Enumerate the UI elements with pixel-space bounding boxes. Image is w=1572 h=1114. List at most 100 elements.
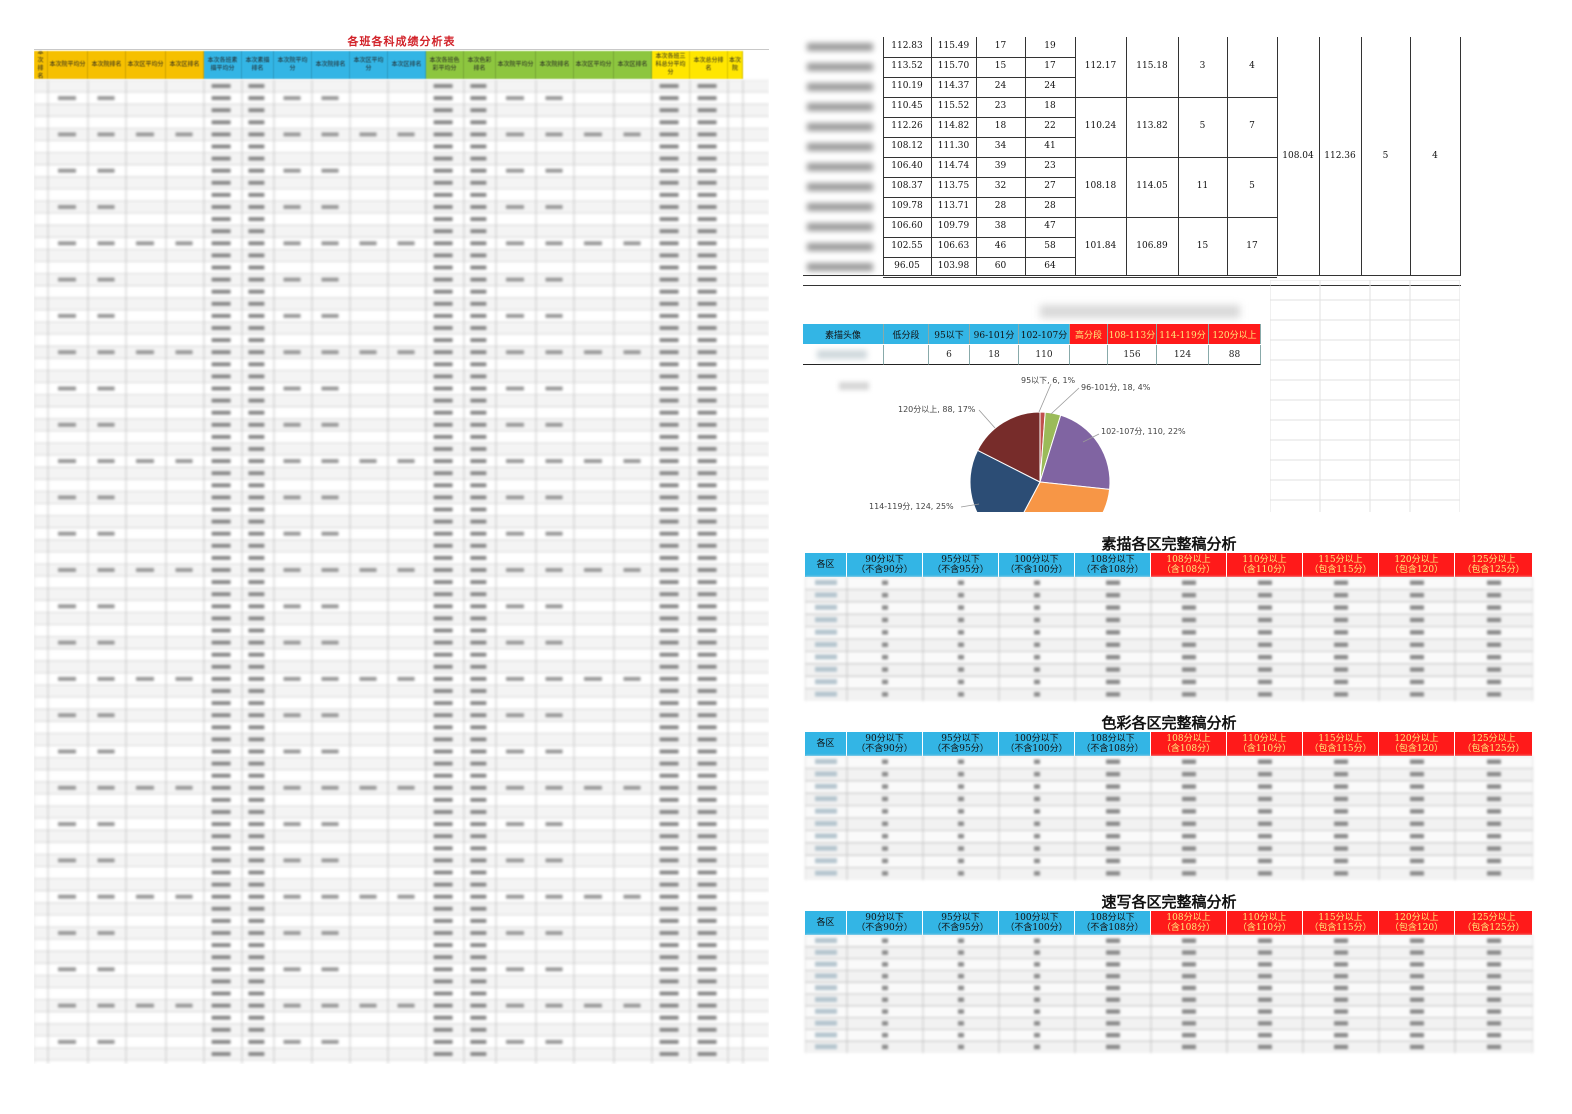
avg-cell: 108.12: [891, 141, 923, 151]
avg-cell: 113.52: [891, 61, 923, 71]
distribution-header: 素描头像: [803, 324, 884, 344]
sheet-column-header: 本次区平均分: [350, 51, 388, 79]
avg-cell: 32: [994, 181, 1007, 191]
distribution-value: 6: [929, 345, 970, 365]
distribution-value: [884, 345, 929, 365]
header-line-2: （不含90分）: [856, 923, 913, 933]
avg-cell: 64: [1044, 261, 1056, 271]
avg-cell: 110.19: [891, 81, 923, 91]
sheet-column-header: 本次区排名: [166, 51, 204, 79]
avg-cell: 109.79: [937, 221, 970, 231]
analysis-column-header: 100分以下 （不含100分）: [999, 911, 1075, 935]
header-line-1: 90分以下: [865, 913, 904, 923]
header-line-1: 115分以上: [1318, 913, 1363, 923]
grid-line: [883, 37, 884, 275]
header-line-2: （不含90分）: [856, 565, 913, 575]
grid-line: [883, 217, 1075, 218]
sheet-column-header: 本次各班素描平均分: [204, 51, 242, 79]
header-line-1: 125分以上: [1471, 555, 1516, 565]
analysis-column-header: 110分以上 （含110分）: [1227, 911, 1303, 935]
analysis-column-header: 110分以上 （含110分）: [1227, 553, 1303, 577]
analysis-column-header: 108分以上 （含108分）: [1151, 732, 1227, 756]
grid-line: [1075, 97, 1277, 98]
grid-line: [883, 137, 1075, 138]
header-line-2: （含110分）: [1237, 744, 1292, 754]
grid-line: [803, 275, 1461, 276]
score-distribution-pie-chart: 95以下, 6, 1% 96-101分, 18, 4% 102-107分, 11…: [803, 370, 1273, 512]
grid-line: [1178, 37, 1179, 275]
sheet-column-header: 本次排名: [34, 51, 48, 79]
distribution-value: 110: [1019, 345, 1070, 365]
distribution-header: 高分段: [1070, 324, 1108, 344]
header-line-1: 各区: [816, 918, 835, 928]
header-line-2: （不含90分）: [856, 744, 913, 754]
analysis-column-header: 125分以上 （包含125分）: [1455, 732, 1533, 756]
distribution-header: 低分段: [884, 324, 929, 344]
grid-line: [1126, 37, 1127, 275]
analysis-column-header: 108分以上 （含108分）: [1151, 911, 1227, 935]
analysis-column-header: 100分以下 （不含100分）: [999, 553, 1075, 577]
analysis-column-header: 90分以下 （不含90分）: [847, 911, 923, 935]
avg-cell: 113.75: [937, 181, 970, 191]
avg-cell: 27: [1044, 181, 1056, 191]
avg-cell: 103.98: [937, 261, 970, 271]
group-avg-cell: 101.84: [1084, 241, 1117, 251]
color-region-analysis-table: 色彩各区完整稿分析 各区 90分以下 （不含90分） 95分以下 （不含95分） 100分…: [804, 714, 1534, 880]
header-line-1: 90分以下: [865, 734, 904, 744]
grid-line: [1227, 37, 1228, 275]
avg-cell: 24: [1044, 81, 1056, 91]
grid-line: [1361, 37, 1362, 275]
group-avg-cell: 7: [1249, 121, 1255, 131]
distribution-header: 96-101分: [970, 324, 1019, 344]
header-line-1: 108分以下: [1090, 555, 1135, 565]
avg-cell: 17: [994, 41, 1007, 51]
grid-line: [883, 277, 1075, 278]
sheet-column-header: 本次院平均分: [48, 51, 88, 79]
group-avg-cell: 17: [1246, 241, 1258, 251]
header-line-2: （不含100分）: [1005, 923, 1068, 933]
sheet-column-header: 本次区平均分: [126, 51, 166, 79]
header-line-2: （包含120）: [1389, 565, 1444, 575]
header-line-1: 95分以下: [941, 913, 980, 923]
table-title: 素描各区完整稿分析: [1101, 535, 1237, 553]
grid-line: [1277, 37, 1278, 275]
pie-slice: [976, 411, 1041, 483]
group-avg-cell: 110.24: [1084, 121, 1117, 131]
sheet-column-header: 本次院排名: [536, 51, 574, 79]
table-title: 色彩各区完整稿分析: [1101, 714, 1237, 732]
header-line-2: （不含95分）: [932, 744, 989, 754]
group-avg-cell: 114.05: [1136, 181, 1168, 191]
total-avg-cell: 5: [1382, 151, 1389, 161]
grid-line: [1319, 37, 1320, 275]
avg-cell: 113.71: [937, 201, 970, 211]
avg-cell: 17: [1044, 61, 1056, 71]
table-body-blurred: [804, 934, 1534, 1057]
header-line-1: 108分以下: [1090, 913, 1135, 923]
header-line-1: 108分以上: [1166, 555, 1211, 565]
pie-slice: [969, 449, 1041, 512]
distribution-name-blurred: [817, 350, 867, 359]
avg-cell: 112.83: [891, 41, 923, 51]
group-avg-cell: 113.82: [1136, 121, 1168, 131]
sheet-column-header: 本次院排名: [88, 51, 126, 79]
avg-cell: 47: [1044, 221, 1056, 231]
header-line-2: （不含100分）: [1005, 744, 1068, 754]
sketching-region-analysis-table: 速写各区完整稿分析 各区 90分以下 （不含90分） 95分以下 （不含95分） 100分…: [804, 893, 1534, 1059]
table-header: 各区 90分以下 （不含90分） 95分以下 （不含95分） 100分以下 （不含100分）…: [805, 732, 1533, 756]
grid-line: [883, 257, 1075, 258]
avg-cell: 106.40: [891, 161, 923, 171]
avg-cell: 102.55: [891, 241, 923, 251]
header-line-2: （包含125分）: [1462, 565, 1525, 575]
sheet-column-header: 本次院: [728, 51, 743, 79]
analysis-column-header: 108分以下 （不含108分）: [1075, 732, 1151, 756]
class-average-table: 112.83 115.49 17 19 113.52 115.70 15 17 110.19 11…: [803, 37, 1461, 286]
group-avg-cell: 106.89: [1136, 241, 1168, 251]
class-names-blurred: [807, 43, 873, 271]
group-avg-cell: 3: [1199, 61, 1206, 71]
grid-line: [1075, 37, 1076, 275]
grid-line: [883, 117, 1075, 118]
header-line-1: 120分以上: [1394, 734, 1439, 744]
avg-cell: 60: [994, 261, 1007, 271]
header-line-2: （不含108分）: [1081, 565, 1144, 575]
grid-line: [883, 177, 1075, 178]
